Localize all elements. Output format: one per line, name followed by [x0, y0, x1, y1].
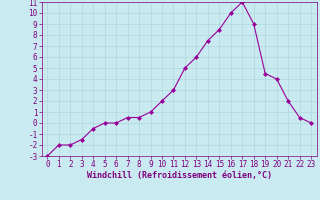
X-axis label: Windchill (Refroidissement éolien,°C): Windchill (Refroidissement éolien,°C)	[87, 171, 272, 180]
